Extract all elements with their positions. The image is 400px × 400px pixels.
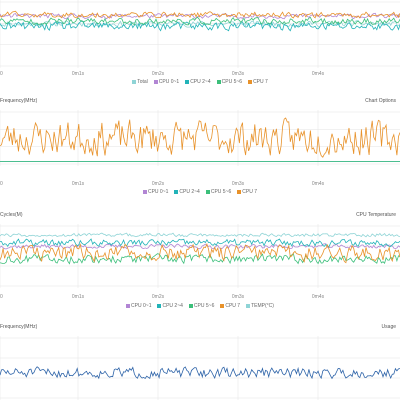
x-tick-label: 0m3s: [231, 71, 245, 77]
x-tick-label: 0: [0, 294, 3, 300]
x-tick-label: 0m4s: [311, 71, 325, 77]
series-line-temp-c-: [0, 232, 400, 238]
legend-swatch: [142, 189, 147, 194]
legend-item[interactable]: CPU 7: [220, 303, 240, 309]
legend-item[interactable]: CPU 0~1: [153, 79, 180, 85]
legend-label: CPU 2~4: [162, 303, 183, 309]
x-tick-label: 0m3s: [231, 181, 245, 187]
legend-label: CPU 0~1: [147, 189, 169, 195]
legend-item[interactable]: CPU 5~6: [205, 189, 232, 195]
x-tick-label: 0m1s: [71, 181, 85, 187]
chart-2-title: Frequency(MHz): [0, 98, 38, 104]
x-tick-label: 0m4s: [311, 294, 325, 300]
legend-swatch: [185, 79, 190, 84]
series-line-cpu-7: [0, 10, 400, 19]
legend-label: CPU 0~1: [158, 79, 180, 85]
legend-item[interactable]: CPU 2~4: [185, 79, 211, 85]
chart-panel-3: Cycles(M) CPU Temperature 0 0m1s 0m2s 0m3s 0…: [0, 212, 400, 312]
legend-swatch: [174, 189, 179, 194]
chart-panel-2: Frequency(MHz) Chart Options 0 0m1s 0m2s 0m…: [0, 98, 400, 198]
x-tick-label: 0m1s: [71, 71, 85, 77]
legend-swatch: [220, 303, 225, 308]
x-tick-label: 0: [0, 181, 3, 187]
series-line-frequency: [0, 366, 400, 380]
chart-3-right-title: CPU Temperature: [356, 212, 396, 218]
legend-swatch: [248, 79, 253, 84]
series-line-cpu-0-1: [0, 12, 400, 20]
legend-swatch: [188, 303, 193, 308]
legend-label: Total: [137, 79, 148, 85]
legend-swatch: [132, 79, 137, 84]
legend-swatch: [126, 303, 131, 308]
legend-label: CPU 2~4: [179, 189, 200, 195]
series-line-cpu-2-4: [0, 238, 400, 248]
legend-swatch: [246, 303, 251, 308]
chart-1-legend: Total CPU 0~1 CPU 2~4 CPU 5~6 CPU 7: [0, 79, 400, 85]
legend-label: CPU 5~6: [193, 303, 215, 309]
chart-4-right-title: Usage: [381, 324, 396, 330]
chart-2-plot: [0, 110, 400, 166]
series-line-cpu-7: [0, 117, 400, 158]
legend-item[interactable]: CPU 5~6: [216, 79, 243, 85]
legend-item[interactable]: CPU 7: [248, 79, 268, 85]
x-tick-label: 0: [0, 71, 3, 77]
chart-4-title: Frequency(MHz): [0, 324, 38, 330]
legend-item[interactable]: CPU 0~1: [126, 303, 151, 309]
chart-4-plot: [0, 336, 400, 400]
legend-swatch: [237, 189, 242, 194]
chart-1-plot: [0, 0, 400, 68]
chart-panel-4: Frequency(MHz) Usage: [0, 324, 400, 400]
legend-item[interactable]: TEMP(°C): [246, 303, 274, 309]
chart-panel-1: 0 0m1s 0m2s 0m3s 0m4s Total CPU 0~1 CPU 2~4 CPU…: [0, 0, 400, 86]
legend-label: TEMP(°C): [251, 303, 274, 309]
legend-item[interactable]: CPU 0~1: [142, 189, 169, 195]
x-tick-label: 0m4s: [311, 181, 325, 187]
legend-label: CPU 2~4: [190, 79, 211, 85]
legend-label: CPU 5~6: [221, 79, 243, 85]
legend-item[interactable]: Total: [132, 79, 148, 85]
series-line-cpu-0-1: [0, 243, 400, 250]
x-tick-label: 0m2s: [151, 71, 165, 77]
x-tick-label: 0m1s: [71, 294, 85, 300]
legend-label: CPU 0~1: [131, 303, 152, 309]
legend-swatch: [153, 79, 158, 84]
legend-swatch: [205, 189, 210, 194]
x-tick-label: 0m3s: [231, 294, 245, 300]
legend-item[interactable]: CPU 2~4: [157, 303, 183, 309]
legend-label: CPU 7: [242, 189, 258, 195]
series-line-cpu-5-6: [0, 16, 400, 26]
chart-3-title: Cycles(M): [0, 212, 23, 218]
legend-label: CPU 5~6: [210, 189, 232, 195]
series-line-cpu-7: [0, 242, 400, 264]
legend-label: CPU 7: [225, 303, 241, 309]
x-tick-label: 0m2s: [151, 181, 165, 187]
legend-item[interactable]: CPU 5~6: [188, 303, 215, 309]
legend-item[interactable]: CPU 2~4: [174, 189, 200, 195]
chart-3-legend: CPU 0~1 CPU 2~4 CPU 5~6 CPU 7 TEMP(°C): [0, 303, 400, 309]
legend-swatch: [157, 303, 162, 308]
chart-3-plot: [0, 224, 400, 288]
legend-item[interactable]: CPU 7: [237, 189, 257, 195]
legend-swatch: [216, 79, 221, 84]
x-tick-label: 0m2s: [151, 294, 165, 300]
chart-2-options[interactable]: Chart Options: [365, 98, 396, 104]
series-line-cpu-2-4: [0, 20, 400, 32]
chart-2-legend: CPU 0~1 CPU 2~4 CPU 5~6 CPU 7: [0, 189, 400, 195]
legend-label: CPU 7: [253, 79, 268, 85]
